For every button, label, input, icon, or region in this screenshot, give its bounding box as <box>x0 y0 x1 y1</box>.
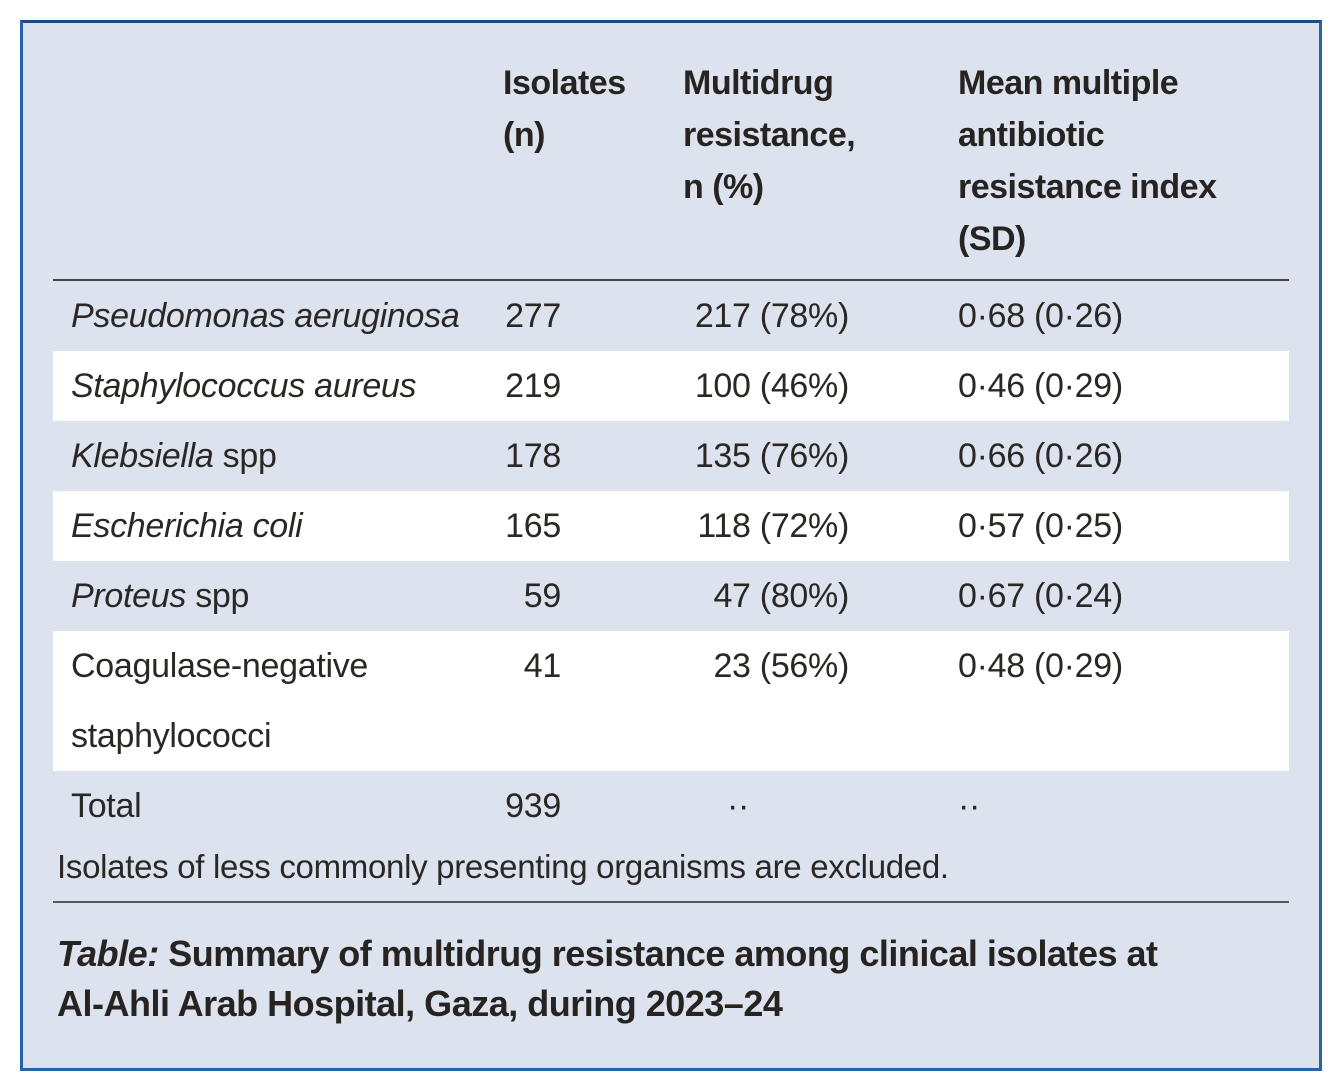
table-panel-inner: Isolates (n) Multidrug resistance, n (%)… <box>23 23 1319 1029</box>
organism-name-roman: spp <box>213 437 277 475</box>
isolates-cell: 165 <box>488 491 666 561</box>
mdr-value: 217 (78%) <box>694 297 849 335</box>
organism-cell: Proteus spp <box>53 561 488 631</box>
mdr-cell: 118 (72%) <box>666 491 945 561</box>
mari-cell: 0·67 (0·24) <box>958 577 1123 615</box>
total-mari-cell: ·· <box>945 771 1289 841</box>
table-footnote: Isolates of less commonly presenting org… <box>57 848 949 885</box>
organism-name-italic: Klebsiella <box>71 437 214 475</box>
isolates-value: 219 <box>505 367 561 405</box>
isolates-cell: 59 <box>488 561 666 631</box>
table-row: Klebsiella spp 178 135 (76%) 0·66 (0·26) <box>53 421 1289 491</box>
header-row: Isolates (n) Multidrug resistance, n (%)… <box>53 23 1289 281</box>
total-label-cell: Total <box>71 787 142 825</box>
organism-name-roman: spp <box>186 577 250 615</box>
isolates-value: 41 <box>523 647 562 685</box>
mari-cell: 0·48 (0·29) <box>958 647 1123 685</box>
table-row: Coagulase-negative staphylococci 41 23 (… <box>53 631 1289 771</box>
organism-name-italic: Pseudomonas aeruginosa <box>71 297 460 335</box>
organism-name-italic: Proteus <box>71 577 187 615</box>
mdr-value: 118 (72%) <box>697 507 849 545</box>
table-caption: Table: Summary of multidrug resistance a… <box>57 929 1289 1029</box>
isolates-value: 277 <box>505 297 561 335</box>
column-header-organism <box>53 23 488 281</box>
organism-cell: Coagulase-negative staphylococci <box>53 631 488 771</box>
table-row: Proteus spp 59 47 (80%) 0·67 (0·24) <box>53 561 1289 631</box>
table-caption-text: Summary of multidrug resistance among cl… <box>57 933 1158 1024</box>
total-isolates-value: 939 <box>505 787 561 825</box>
organism-name-italic: Escherichia coli <box>71 507 303 545</box>
column-header-isolates: Isolates (n) <box>488 23 666 281</box>
isolates-value: 178 <box>505 437 561 475</box>
organism-cell: Pseudomonas aeruginosa <box>53 280 488 351</box>
mari-cell: 0·68 (0·26) <box>958 297 1123 335</box>
mdr-value: 135 (76%) <box>694 437 849 475</box>
table-caption-label: Table: <box>57 933 159 974</box>
isolates-cell: 41 <box>488 631 666 771</box>
no-data-dots: ·· <box>727 787 750 825</box>
isolates-cell: 277 <box>488 280 666 351</box>
mdr-cell: 135 (76%) <box>666 421 945 491</box>
mdr-cell: 23 (56%) <box>666 631 945 771</box>
organism-cell: Staphylococcus aureus <box>53 351 488 421</box>
mari-cell: 0·66 (0·26) <box>958 437 1123 475</box>
isolates-value: 165 <box>505 507 561 545</box>
mdr-value: 100 (46%) <box>694 367 849 405</box>
mdr-value: 47 (80%) <box>713 577 849 615</box>
mari-cell: 0·46 (0·29) <box>958 367 1123 405</box>
isolates-value: 59 <box>523 577 562 615</box>
mdr-cell: 100 (46%) <box>666 351 945 421</box>
isolates-cell: 178 <box>488 421 666 491</box>
total-mdr-cell: ·· <box>666 771 945 841</box>
mari-cell: 0·57 (0·25) <box>958 507 1123 545</box>
isolates-cell: 219 <box>488 351 666 421</box>
column-header-multidrug-resistance: Multidrug resistance, n (%) <box>666 23 945 281</box>
mdr-value: 23 (56%) <box>713 647 849 685</box>
no-data-dots: ·· <box>958 787 981 825</box>
table-row: Staphylococcus aureus 219 100 (46%) 0·46… <box>53 351 1289 421</box>
table-row: Pseudomonas aeruginosa 277 217 (78%) 0·6… <box>53 280 1289 351</box>
organism-cell: Klebsiella spp <box>53 421 488 491</box>
table-panel: Isolates (n) Multidrug resistance, n (%)… <box>20 20 1322 1071</box>
caption-divider <box>53 901 1289 903</box>
organism-cell: Escherichia coli <box>53 491 488 561</box>
mdr-cell: 217 (78%) <box>666 280 945 351</box>
organism-name-roman: Coagulase-negative staphylococci <box>71 647 369 755</box>
mdr-cell: 47 (80%) <box>666 561 945 631</box>
organism-name-italic: Staphylococcus aureus <box>71 367 417 405</box>
table-row: Escherichia coli 165 118 (72%) 0·57 (0·2… <box>53 491 1289 561</box>
column-header-mari: Mean multiple antibiotic resistance inde… <box>945 23 1289 281</box>
total-isolates-cell: 939 <box>488 771 666 841</box>
total-row: Total 939 ·· ·· <box>53 771 1289 841</box>
resistance-summary-table: Isolates (n) Multidrug resistance, n (%)… <box>53 23 1289 841</box>
